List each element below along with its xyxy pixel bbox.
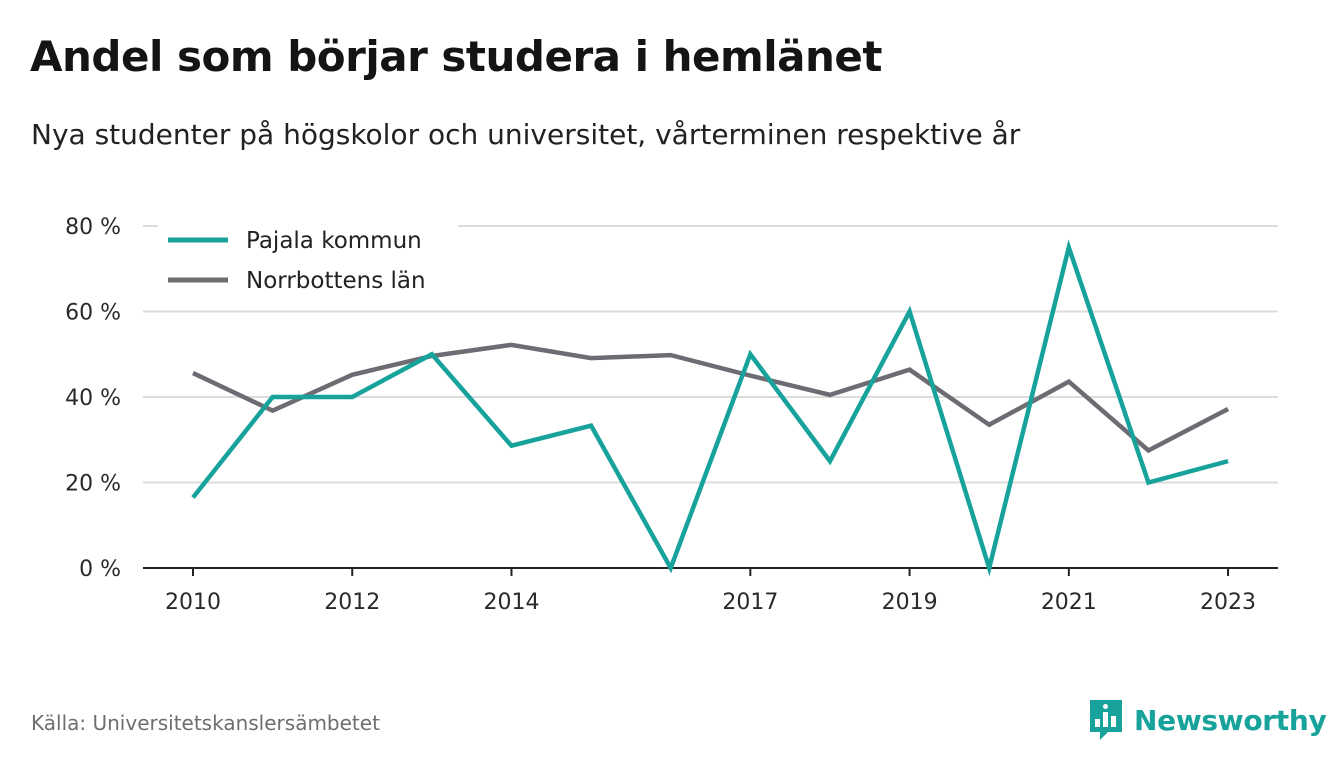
x-axis bbox=[143, 567, 1278, 576]
legend-background bbox=[158, 214, 458, 306]
x-tick-label-2023: 2023 bbox=[1200, 590, 1256, 615]
x-tick-label-2017: 2017 bbox=[722, 590, 778, 615]
brand-name: Newsworthy bbox=[1134, 703, 1327, 737]
legend: Pajala kommun Norrbottens län bbox=[158, 214, 458, 306]
x-tick-label-2010: 2010 bbox=[165, 590, 221, 615]
line-chart: 0 % 20 % 40 % 60 % 80 % 2010 2012 2014 2017 2019… bbox=[65, 214, 1278, 615]
y-tick-label-40: 40 % bbox=[65, 386, 121, 411]
x-axis-tick-labels: 2010 2012 2014 2017 2019 2021 2023 bbox=[165, 590, 1256, 615]
y-tick-label-0: 0 % bbox=[79, 557, 121, 582]
y-tick-label-20: 20 % bbox=[65, 472, 121, 497]
y-axis-tick-labels: 0 % 20 % 40 % 60 % 80 % bbox=[65, 215, 121, 582]
series-line-1 bbox=[192, 342, 1230, 454]
source-note: Källa: Universitetskanslersämbetet bbox=[31, 711, 380, 735]
y-tick-label-80: 80 % bbox=[65, 215, 121, 240]
x-tick-label-2012: 2012 bbox=[324, 590, 380, 615]
bar-chart-speech-bubble-icon bbox=[1090, 700, 1122, 740]
series-line-0 bbox=[191, 239, 1229, 577]
brand-logo: Newsworthy bbox=[1088, 698, 1327, 742]
chart-subtitle: Nya studenter på högskolor och universit… bbox=[31, 118, 1021, 151]
y-tick-label-60: 60 % bbox=[65, 301, 121, 326]
x-tick-label-2019: 2019 bbox=[882, 590, 938, 615]
series-lines bbox=[191, 239, 1230, 577]
legend-label-0: Pajala kommun bbox=[246, 228, 422, 254]
legend-label-1: Norrbottens län bbox=[246, 268, 426, 294]
chart-title: Andel som börjar studera i hemlänet bbox=[30, 32, 883, 81]
x-tick-label-2014: 2014 bbox=[483, 590, 539, 615]
x-tick-label-2021: 2021 bbox=[1041, 590, 1097, 615]
